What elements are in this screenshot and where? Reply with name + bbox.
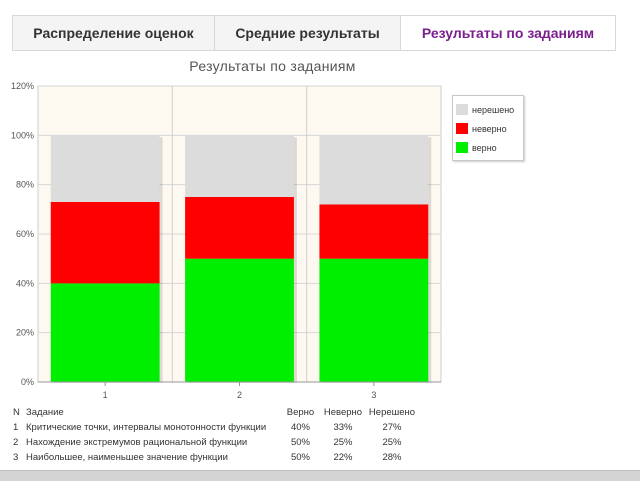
x-tick-label: 2 <box>237 390 242 400</box>
y-tick-label: 100% <box>11 130 34 140</box>
table-header-row: N Задание Верно Неверно Нерешено <box>13 405 416 420</box>
row-correct: 40% <box>290 422 310 433</box>
y-tick-label: 0% <box>21 377 34 387</box>
y-tick-label: 80% <box>16 180 34 190</box>
x-tick-label: 1 <box>103 390 108 400</box>
chart-title: Результаты по заданиям <box>189 58 356 74</box>
bar-segment-unsolved <box>185 135 294 197</box>
tab-bar: Распределение оценок Средние результаты … <box>12 15 616 51</box>
legend-label-correct: верно <box>472 142 497 153</box>
row-unsolved: 27% <box>382 422 402 433</box>
x-tick-label: 3 <box>371 390 376 400</box>
row-correct: 50% <box>290 452 310 463</box>
y-tick-label: 40% <box>16 278 34 288</box>
horizontal-scrollbar[interactable] <box>0 470 640 481</box>
legend-swatch-correct <box>456 142 468 153</box>
y-tick-label: 120% <box>11 81 34 91</box>
y-tick-label: 60% <box>16 229 34 239</box>
table-row: 3 Наибольшее, наименьшее значение функци… <box>13 450 416 465</box>
row-number: 3 <box>13 452 19 463</box>
results-table: N Задание Верно Неверно Нерешено 1 Крити… <box>13 405 416 465</box>
legend-swatch-wrong <box>456 123 468 134</box>
bar-segment-wrong <box>185 197 294 259</box>
row-task: Критические точки, интервалы монотонност… <box>26 422 267 433</box>
row-unsolved: 28% <box>382 452 402 463</box>
bar-segment-unsolved <box>319 135 429 205</box>
tab-results-by-task[interactable]: Результаты по заданиям <box>401 16 615 50</box>
header-correct: Верно <box>286 407 315 418</box>
row-number: 2 <box>13 437 19 448</box>
row-unsolved: 25% <box>382 437 402 448</box>
bar-segment-unsolved <box>50 135 160 202</box>
row-task: Нахождение экстремумов рациональной функ… <box>26 437 248 448</box>
row-number: 1 <box>13 422 19 433</box>
chart-legend: нерешено неверно верно <box>452 95 524 161</box>
legend-label-unsolved: нерешено <box>472 104 515 115</box>
legend-swatch-unsolved <box>456 104 468 115</box>
row-correct: 50% <box>290 437 310 448</box>
row-wrong: 25% <box>333 437 353 448</box>
row-wrong: 22% <box>333 452 353 463</box>
tab-grade-distribution[interactable]: Распределение оценок <box>13 16 215 50</box>
table-row: 2 Нахождение экстремумов рациональной фу… <box>13 435 416 450</box>
bar-segment-wrong <box>319 204 429 259</box>
legend-item-correct: верно <box>456 138 520 157</box>
bar-segment-correct <box>185 258 294 382</box>
legend-label-wrong: неверно <box>472 123 507 134</box>
table-row: 1 Критические точки, интервалы монотонно… <box>13 420 416 435</box>
tab-average-results[interactable]: Средние результаты <box>215 16 401 50</box>
header-unsolved: Нерешено <box>368 407 416 418</box>
bar-segment-wrong <box>50 201 160 284</box>
y-tick-label: 20% <box>16 328 34 338</box>
row-task: Наибольшее, наименьшее значение функции <box>26 452 228 463</box>
header-wrong: Неверно <box>323 407 363 418</box>
row-wrong: 33% <box>333 422 353 433</box>
legend-item-wrong: неверно <box>456 119 520 138</box>
header-n: N <box>13 407 20 418</box>
header-task: Задание <box>26 407 64 418</box>
legend-item-unsolved: нерешено <box>456 100 520 119</box>
bar-segment-correct <box>319 258 429 382</box>
bar-segment-correct <box>50 283 160 382</box>
